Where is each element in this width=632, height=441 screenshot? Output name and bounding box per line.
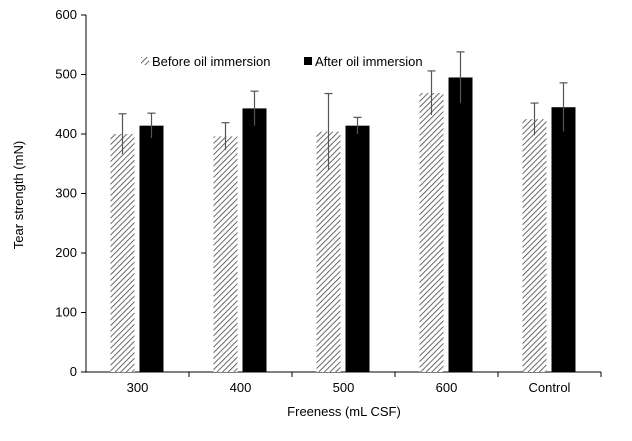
bar-before bbox=[110, 134, 135, 372]
x-axis-label: Freeness (mL CSF) bbox=[287, 404, 401, 419]
bar-before bbox=[522, 119, 547, 372]
y-tick-label: 400 bbox=[55, 126, 77, 141]
x-tick-label: 500 bbox=[333, 380, 355, 395]
y-tick-label: 300 bbox=[55, 186, 77, 201]
bar-after bbox=[242, 108, 267, 372]
bar-after bbox=[448, 77, 473, 372]
bar-before bbox=[213, 136, 238, 372]
x-tick-label: 600 bbox=[436, 380, 458, 395]
legend-swatch-before bbox=[141, 57, 149, 65]
legend: Before oil immersion After oil immersion bbox=[141, 54, 423, 69]
bar-after bbox=[139, 125, 164, 372]
legend-swatch-after bbox=[304, 57, 312, 65]
legend-label-after: After oil immersion bbox=[315, 54, 423, 69]
x-tick-label: 300 bbox=[127, 380, 149, 395]
bar-before bbox=[419, 92, 444, 372]
y-axis-label: Tear strength (mN) bbox=[11, 141, 26, 249]
x-tick-label: Control bbox=[529, 380, 571, 395]
bar-after bbox=[551, 107, 576, 372]
y-tick-label: 100 bbox=[55, 305, 77, 320]
y-tick-label: 200 bbox=[55, 245, 77, 260]
y-tick-label: 600 bbox=[55, 7, 77, 22]
legend-label-before: Before oil immersion bbox=[152, 54, 271, 69]
y-tick-label: 500 bbox=[55, 67, 77, 82]
bar-after bbox=[345, 125, 370, 372]
x-tick-label: 400 bbox=[230, 380, 252, 395]
bar-before bbox=[316, 131, 341, 372]
y-tick-label: 0 bbox=[70, 364, 77, 379]
